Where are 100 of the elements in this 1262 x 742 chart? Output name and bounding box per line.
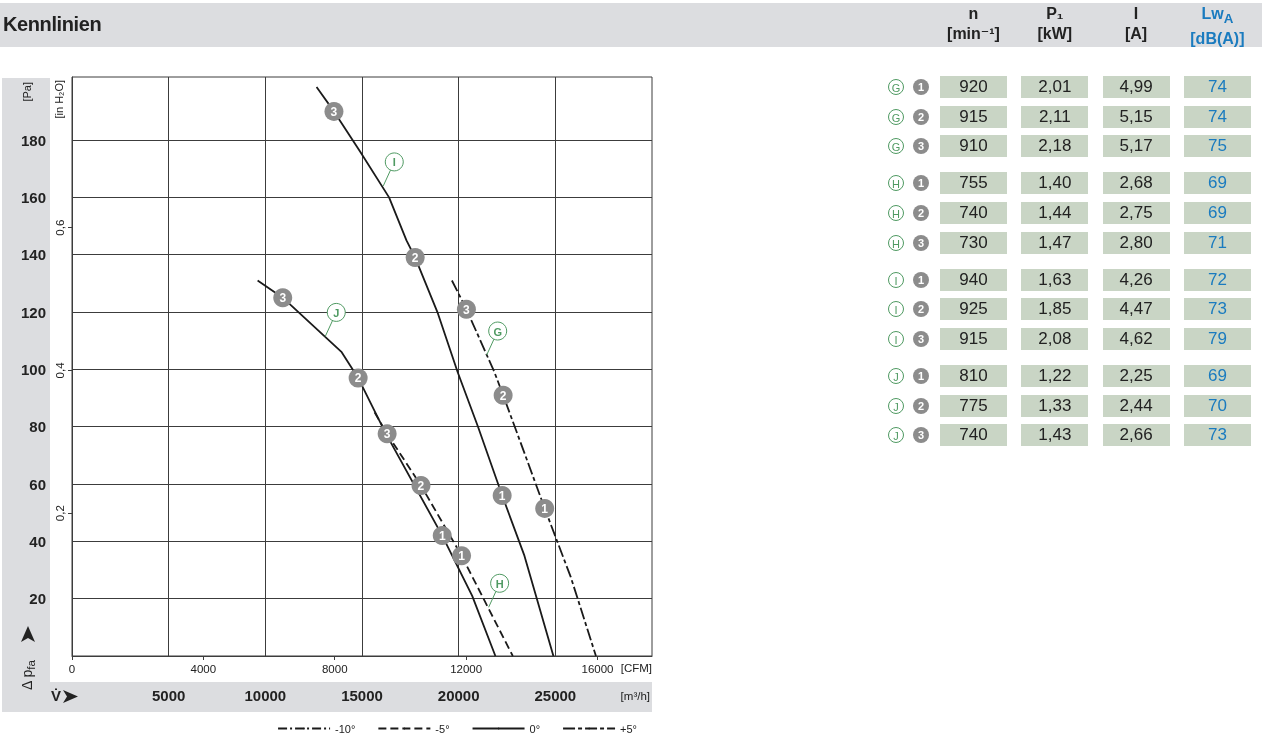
- table-cell: 740: [940, 424, 1007, 447]
- annotation: 3: [330, 104, 338, 119]
- table-cell: 2,80: [1102, 231, 1170, 254]
- legend-label: 0°: [529, 722, 541, 735]
- category-label: I 2: [894, 303, 925, 317]
- annotation: 3: [463, 302, 471, 317]
- table-cell: 71: [1183, 231, 1251, 254]
- category-label: J 3: [893, 429, 925, 443]
- category-label: H 2: [892, 207, 925, 220]
- legend-label: -10°: [335, 722, 356, 735]
- table-cell: 1,44: [1021, 202, 1089, 224]
- table-cell: 1,43: [1021, 424, 1089, 447]
- category-label: I 1: [894, 273, 925, 287]
- table-cell: 73: [1183, 298, 1251, 321]
- category-label: J 1: [893, 370, 925, 384]
- annotation: J: [333, 306, 340, 319]
- table-cell: 4,62: [1102, 328, 1170, 350]
- y-tick-label: 160: [20, 188, 46, 206]
- annotation: H: [495, 577, 504, 590]
- annotation: I: [392, 156, 396, 169]
- table-cell: 69: [1183, 172, 1251, 195]
- text: V̇: [51, 687, 62, 705]
- y-tick-label: 180: [20, 131, 46, 149]
- table-cell: 730: [940, 231, 1007, 254]
- line-series: [451, 279, 597, 657]
- table-cell: 910: [940, 135, 1007, 158]
- y-tick-label: 20: [29, 590, 46, 608]
- x-tick-label: 10000: [244, 687, 287, 704]
- table-cell: 810: [940, 365, 1007, 388]
- table-cell: 2,66: [1102, 424, 1170, 447]
- x2-tick-label: 16000: [581, 663, 614, 675]
- table-cell: 74: [1183, 76, 1251, 98]
- annotation: G: [493, 325, 502, 338]
- x2-tick-label: 12000: [450, 663, 483, 675]
- category-label: H 3: [892, 236, 925, 250]
- table-cell: 2,11: [1021, 105, 1089, 128]
- table-cell: 4,99: [1102, 76, 1170, 98]
- x-tick-label: 25000: [534, 687, 577, 704]
- x-tick-label: 15000: [341, 687, 383, 704]
- table-cell: 2,44: [1102, 394, 1170, 417]
- line-series: [315, 86, 555, 657]
- annotation: 2: [354, 371, 362, 386]
- annotation: 1: [438, 529, 446, 544]
- table-cell: 920: [940, 76, 1007, 98]
- y-tick-label: 140: [20, 246, 46, 264]
- annotation: 1: [498, 488, 506, 503]
- category-label: I 3: [894, 333, 925, 346]
- table-cell: 69: [1183, 202, 1251, 224]
- table-cell: 1,33: [1021, 394, 1089, 417]
- category-label: Lw$_{A}$ [dB(A)]: [1190, 4, 1245, 50]
- table-cell: 2,08: [1021, 328, 1089, 350]
- table-cell: 73: [1183, 424, 1251, 447]
- table-cell: 1,63: [1021, 268, 1089, 291]
- table-cell: 2,75: [1102, 202, 1170, 224]
- annotation: 2: [417, 478, 425, 493]
- category-label: H 1: [892, 177, 925, 191]
- table-cell: 1,47: [1021, 231, 1089, 254]
- annotation: 2: [499, 388, 507, 403]
- table-cell: 75: [1183, 135, 1251, 158]
- table-cell: 1,40: [1021, 172, 1089, 195]
- y-tick-label: 40: [29, 532, 46, 550]
- table-cell: 2,18: [1021, 135, 1089, 158]
- category-label: G 2: [891, 110, 925, 124]
- y2-tick-label: 0,4: [54, 361, 66, 379]
- y2-tick-label: 0,2: [54, 505, 66, 522]
- legend-label: +5°: [620, 722, 638, 735]
- category-label: P₁ [kW]: [1037, 4, 1073, 44]
- annotation: 3: [383, 427, 391, 442]
- y-tick-label: 60: [29, 475, 46, 493]
- table-cell: 915: [940, 105, 1007, 128]
- table-cell: 925: [940, 298, 1007, 321]
- table-cell: 4,47: [1102, 298, 1170, 321]
- x2-tick-label: 0: [68, 663, 76, 675]
- table-cell: 755: [940, 172, 1007, 195]
- table-cell: 69: [1183, 365, 1251, 388]
- y-axis-title: [Pa]: [21, 82, 34, 102]
- x-tick-label: 20000: [437, 687, 480, 704]
- table-cell: 2,25: [1102, 365, 1170, 388]
- table-cell: 940: [940, 268, 1007, 291]
- table-cell: 74: [1183, 105, 1251, 128]
- table-cell: 2,68: [1102, 172, 1170, 195]
- x2-tick-label: 4000: [190, 663, 217, 675]
- category-label: I [A]: [1124, 4, 1148, 44]
- x-axis-title: [m³/h]: [620, 689, 650, 703]
- category-label: G 1: [891, 81, 925, 94]
- y-tick-label: 80: [29, 418, 46, 436]
- chart-title: Kennlinien: [3, 13, 102, 36]
- annotation: 1: [458, 549, 466, 564]
- table-cell: 915: [940, 328, 1007, 350]
- x2-tick-label: 8000: [321, 663, 348, 675]
- category-label: n [min⁻¹]: [947, 4, 1000, 44]
- x2-axis-title: [CFM]: [620, 661, 652, 675]
- table-cell: 70: [1183, 394, 1251, 417]
- annotation: 2: [411, 251, 419, 266]
- table-cell: 5,17: [1102, 135, 1170, 158]
- table-cell: 72: [1183, 268, 1251, 291]
- table-cell: 775: [940, 394, 1007, 417]
- category-label: G 3: [891, 140, 925, 154]
- annotation: 1: [541, 501, 549, 516]
- legend-label: -5°: [435, 722, 450, 735]
